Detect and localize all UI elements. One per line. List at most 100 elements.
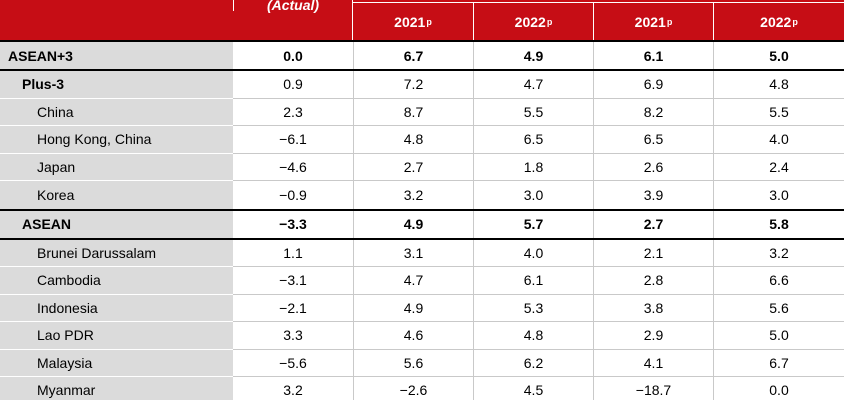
value-cell: 6.9	[593, 71, 713, 99]
value-cell: 6.1	[593, 42, 713, 69]
year-label: 2021	[634, 13, 666, 30]
value-cell: 4.8	[473, 322, 593, 350]
value-cell: −4.6	[233, 153, 353, 181]
row-japan: Japan −4.6 2.7 1.8 2.6 2.4	[0, 153, 844, 181]
value-cell: −18.7	[593, 377, 713, 400]
year-column-header: 2022 p	[473, 3, 593, 40]
value-cell: 6.7	[353, 42, 473, 69]
value-cell: 4.7	[473, 71, 593, 99]
actual-column-header: (Actual)	[266, 0, 320, 13]
value-cell: 3.8	[593, 294, 713, 322]
value-cell: 6.6	[713, 267, 844, 295]
row-label: Myanmar	[0, 377, 233, 400]
value-cell: 6.7	[713, 349, 844, 377]
value-cell: 8.2	[593, 98, 713, 126]
value-cell: 4.8	[353, 126, 473, 154]
value-cell: 6.2	[473, 349, 593, 377]
section-rule	[0, 40, 844, 42]
value-cell: 8.7	[353, 98, 473, 126]
value-cell: 4.8	[713, 71, 844, 99]
year-label: 2022	[514, 13, 546, 30]
row-label: Indonesia	[0, 294, 233, 322]
value-cell: 2.7	[353, 153, 473, 181]
value-cell: 3.0	[473, 181, 593, 209]
row-label: Lao PDR	[0, 322, 233, 350]
value-cell: 0.9	[233, 71, 353, 99]
value-cell: 4.9	[353, 210, 473, 238]
value-cell: 2.9	[593, 322, 713, 350]
value-cell: 3.0	[713, 181, 844, 209]
value-cell: 3.9	[593, 181, 713, 209]
row-lao-pdr: Lao PDR 3.3 4.6 4.8 2.9 5.0	[0, 322, 844, 350]
value-cell: 2.4	[713, 153, 844, 181]
row-label: Plus-3	[0, 71, 233, 99]
value-cell: −2.1	[233, 294, 353, 322]
value-cell: −6.1	[233, 126, 353, 154]
value-cell: −3.1	[233, 267, 353, 295]
row-label: Cambodia	[0, 267, 233, 295]
value-cell: 5.5	[713, 98, 844, 126]
year-label: 2022	[760, 13, 792, 30]
row-label: China	[0, 98, 233, 126]
header-divider-tick	[233, 0, 234, 11]
value-cell: 2.8	[593, 267, 713, 295]
value-cell: 6.1	[473, 267, 593, 295]
value-cell: 4.0	[473, 239, 593, 267]
value-cell: 0.0	[713, 377, 844, 400]
value-cell: 4.0	[713, 126, 844, 154]
value-cell: 5.3	[473, 294, 593, 322]
header-divider-line	[351, 0, 353, 40]
row-label: Japan	[0, 153, 233, 181]
row-brunei-darussalam: Brunei Darussalam 1.1 3.1 4.0 2.1 3.2	[0, 239, 844, 267]
row-myanmar: Myanmar 3.2 −2.6 4.5 −18.7 0.0	[0, 377, 844, 400]
value-cell: 4.9	[473, 42, 593, 69]
value-cell: 5.7	[473, 210, 593, 238]
row-korea: Korea −0.9 3.2 3.0 3.9 3.0	[0, 181, 844, 209]
section-rule	[0, 69, 844, 71]
value-cell: 2.3	[233, 98, 353, 126]
value-cell: 4.1	[593, 349, 713, 377]
row-label: Korea	[0, 181, 233, 209]
value-cell: 5.5	[473, 98, 593, 126]
row-label: Malaysia	[0, 349, 233, 377]
row-label: Hong Kong, China	[0, 126, 233, 154]
row-label: ASEAN	[0, 210, 233, 238]
value-cell: 3.1	[353, 239, 473, 267]
year-header-group: 2021 p 2022 p 2021 p 2022 p	[353, 2, 844, 40]
value-cell: 2.7	[593, 210, 713, 238]
value-cell: 3.2	[233, 377, 353, 400]
section-rule	[0, 237, 844, 240]
row-indonesia: Indonesia −2.1 4.9 5.3 3.8 5.6	[0, 294, 844, 322]
value-cell: 1.8	[473, 153, 593, 181]
year-column-header: 2022 p	[713, 3, 844, 40]
value-cell: −5.6	[233, 349, 353, 377]
value-cell: 5.8	[713, 210, 844, 238]
value-cell: −3.3	[233, 210, 353, 238]
value-cell: 5.6	[353, 349, 473, 377]
year-label: 2021	[394, 13, 426, 30]
year-column-header: 2021 p	[593, 3, 713, 40]
value-cell: 5.6	[713, 294, 844, 322]
value-cell: 4.9	[353, 294, 473, 322]
row-cambodia: Cambodia −3.1 4.7 6.1 2.8 6.6	[0, 267, 844, 295]
value-cell: 4.5	[473, 377, 593, 400]
value-cell: 5.0	[713, 322, 844, 350]
row-malaysia: Malaysia −5.6 5.6 6.2 4.1 6.7	[0, 349, 844, 377]
value-cell: 5.0	[713, 42, 844, 69]
value-cell: 4.7	[353, 267, 473, 295]
value-cell: 3.2	[353, 181, 473, 209]
table-header: (Actual) 2021 p 2022 p 2021 p 2022 p	[0, 0, 844, 40]
value-cell: 2.1	[593, 239, 713, 267]
section-rule	[0, 208, 844, 211]
row-hong-kong-china: Hong Kong, China −6.1 4.8 6.5 6.5 4.0	[0, 126, 844, 154]
value-cell: −2.6	[353, 377, 473, 400]
year-column-header: 2021 p	[394, 13, 432, 30]
value-cell: 4.6	[353, 322, 473, 350]
value-cell: 6.5	[473, 126, 593, 154]
value-cell: 3.2	[713, 239, 844, 267]
value-cell: 3.3	[233, 322, 353, 350]
value-cell: 2.6	[593, 153, 713, 181]
value-cell: 6.5	[593, 126, 713, 154]
value-cell: 7.2	[353, 71, 473, 99]
